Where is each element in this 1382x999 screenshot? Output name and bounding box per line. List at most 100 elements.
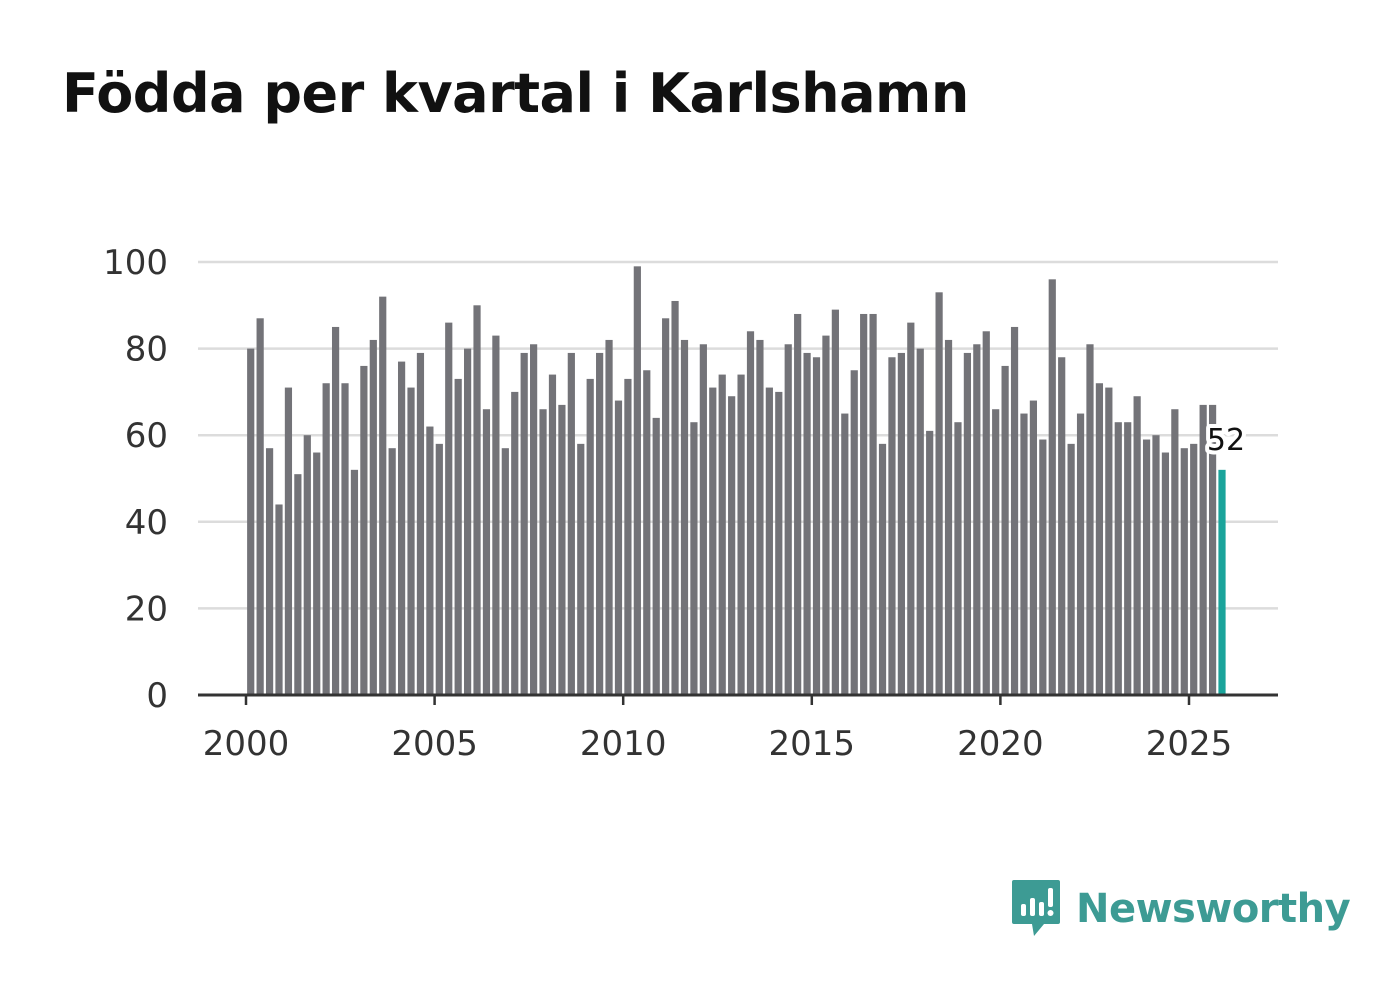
bar-2015-K2 bbox=[822, 335, 830, 695]
y-axis-labels: 0 20 40 60 80 100 bbox=[103, 243, 168, 716]
y-tick-label: 100 bbox=[103, 243, 168, 283]
bar-2004-K2 bbox=[407, 387, 415, 695]
bar-2023-K3 bbox=[1133, 396, 1141, 695]
bar-2002-K4 bbox=[350, 469, 359, 695]
brand-name: Newsworthy bbox=[1076, 886, 1351, 932]
bar-2003-K3 bbox=[379, 296, 387, 695]
bar-2021-K3 bbox=[1058, 357, 1066, 695]
bar-2018-K3 bbox=[944, 339, 953, 695]
bar-2024-K1 bbox=[1152, 435, 1160, 695]
bar-2005-K4 bbox=[464, 348, 472, 695]
bar-2002-K3 bbox=[341, 383, 349, 695]
bar-2024-K4 bbox=[1180, 448, 1188, 695]
bar-2009-K1 bbox=[586, 378, 594, 695]
y-tick-label: 80 bbox=[125, 330, 168, 370]
bar-2016-K3 bbox=[869, 313, 877, 695]
bar-2008-K4 bbox=[577, 443, 585, 695]
bar-2007-K1 bbox=[511, 391, 519, 695]
bar-2013-K3 bbox=[756, 339, 764, 695]
bar-2004-K4 bbox=[426, 426, 434, 695]
bar-2022-K4 bbox=[1105, 387, 1113, 695]
bar-2021-K4 bbox=[1067, 443, 1075, 695]
y-tick-label: 40 bbox=[125, 503, 168, 543]
bar-2019-K2 bbox=[973, 344, 981, 695]
x-tick-label: 2010 bbox=[580, 724, 667, 764]
y-tick-label: 20 bbox=[125, 589, 168, 629]
bar-2015-K4 bbox=[841, 413, 849, 695]
bar-2003-K1 bbox=[360, 365, 368, 695]
bar-2020-K2 bbox=[1010, 326, 1019, 695]
x-tick-label: 2025 bbox=[1146, 724, 1233, 764]
bar-2013-K1 bbox=[737, 374, 745, 695]
bar-2008-K1 bbox=[548, 374, 557, 695]
bar-2025-K1 bbox=[1190, 443, 1198, 695]
bar-2015-K3 bbox=[831, 309, 839, 695]
bar-2000-K4 bbox=[275, 504, 283, 695]
bar-2012-K4 bbox=[728, 396, 736, 695]
bar-2002-K2 bbox=[331, 326, 340, 695]
last-value-label: 52 bbox=[1207, 423, 1245, 458]
bar-2020-K4 bbox=[1029, 400, 1038, 695]
bar-2018-K4 bbox=[954, 422, 962, 695]
bar-2001-K4 bbox=[313, 452, 321, 695]
bar-2009-K3 bbox=[605, 339, 613, 695]
bar-2024-K3 bbox=[1171, 409, 1179, 695]
bar-2025-K3 bbox=[1208, 404, 1217, 695]
bar-2020-K1 bbox=[1001, 365, 1009, 695]
bar-2002-K1 bbox=[322, 383, 330, 695]
newsworthy-logo-icon bbox=[1012, 880, 1060, 936]
bar-2006-K3 bbox=[492, 335, 500, 695]
bar-2015-K1 bbox=[812, 357, 821, 695]
bar-2012-K2 bbox=[709, 387, 717, 695]
bar-2001-K3 bbox=[303, 435, 311, 695]
bar-2011-K1 bbox=[662, 318, 670, 695]
x-tick-label: 2015 bbox=[769, 724, 856, 764]
bar-2008-K2 bbox=[558, 404, 566, 695]
bar-2014-K4 bbox=[803, 352, 811, 695]
bar-2017-K2 bbox=[897, 352, 905, 695]
bar-2003-K2 bbox=[369, 339, 377, 695]
bar-2012-K1 bbox=[699, 344, 707, 695]
bar-2014-K2 bbox=[784, 344, 792, 695]
bar-2007-K2 bbox=[520, 352, 528, 695]
bar-2022-K3 bbox=[1095, 383, 1104, 695]
bar-2018-K2 bbox=[935, 292, 943, 695]
bar-2000-K1 bbox=[247, 348, 255, 695]
bar-2025-K4 bbox=[1218, 469, 1226, 695]
bar-2023-K4 bbox=[1142, 439, 1151, 695]
bar-2004-K3 bbox=[416, 352, 425, 695]
bar-2010-K1 bbox=[624, 378, 632, 695]
bar-2014-K1 bbox=[775, 391, 783, 695]
bar-2017-K3 bbox=[907, 322, 915, 695]
bar-2019-K4 bbox=[992, 409, 1000, 695]
bar-2019-K1 bbox=[963, 352, 971, 695]
x-axis: 2000 2005 2010 2015 2020 2025 bbox=[198, 693, 1278, 764]
bar-2011-K4 bbox=[690, 422, 698, 695]
bar-2006-K4 bbox=[501, 448, 509, 695]
x-tick-label: 2020 bbox=[957, 724, 1044, 764]
bar-2010-K3 bbox=[643, 370, 651, 695]
bar-2013-K2 bbox=[746, 331, 755, 695]
bar-2005-K1 bbox=[435, 443, 443, 695]
bar-2001-K1 bbox=[284, 387, 293, 695]
y-tick-label: 0 bbox=[146, 676, 168, 716]
bar-2009-K2 bbox=[596, 352, 604, 695]
bar-2013-K4 bbox=[765, 387, 773, 695]
bar-2007-K4 bbox=[539, 409, 547, 695]
bar-2017-K1 bbox=[888, 357, 896, 695]
bar-2016-K2 bbox=[860, 313, 868, 695]
newsworthy-brand: Newsworthy bbox=[1010, 876, 1351, 942]
bar-2017-K4 bbox=[916, 348, 924, 695]
bar-2007-K3 bbox=[530, 344, 538, 695]
bar-2006-K2 bbox=[482, 409, 491, 695]
bar-2003-K4 bbox=[388, 448, 396, 695]
bar-2016-K1 bbox=[850, 370, 858, 695]
bar-2023-K1 bbox=[1114, 422, 1122, 695]
bar-2018-K1 bbox=[926, 430, 934, 695]
bar-2000-K3 bbox=[265, 448, 274, 695]
bar-2024-K2 bbox=[1161, 452, 1170, 695]
bar-2011-K3 bbox=[680, 339, 689, 695]
bar-2004-K1 bbox=[397, 361, 406, 695]
bar-2000-K2 bbox=[256, 318, 264, 695]
bar-2021-K1 bbox=[1039, 439, 1047, 695]
